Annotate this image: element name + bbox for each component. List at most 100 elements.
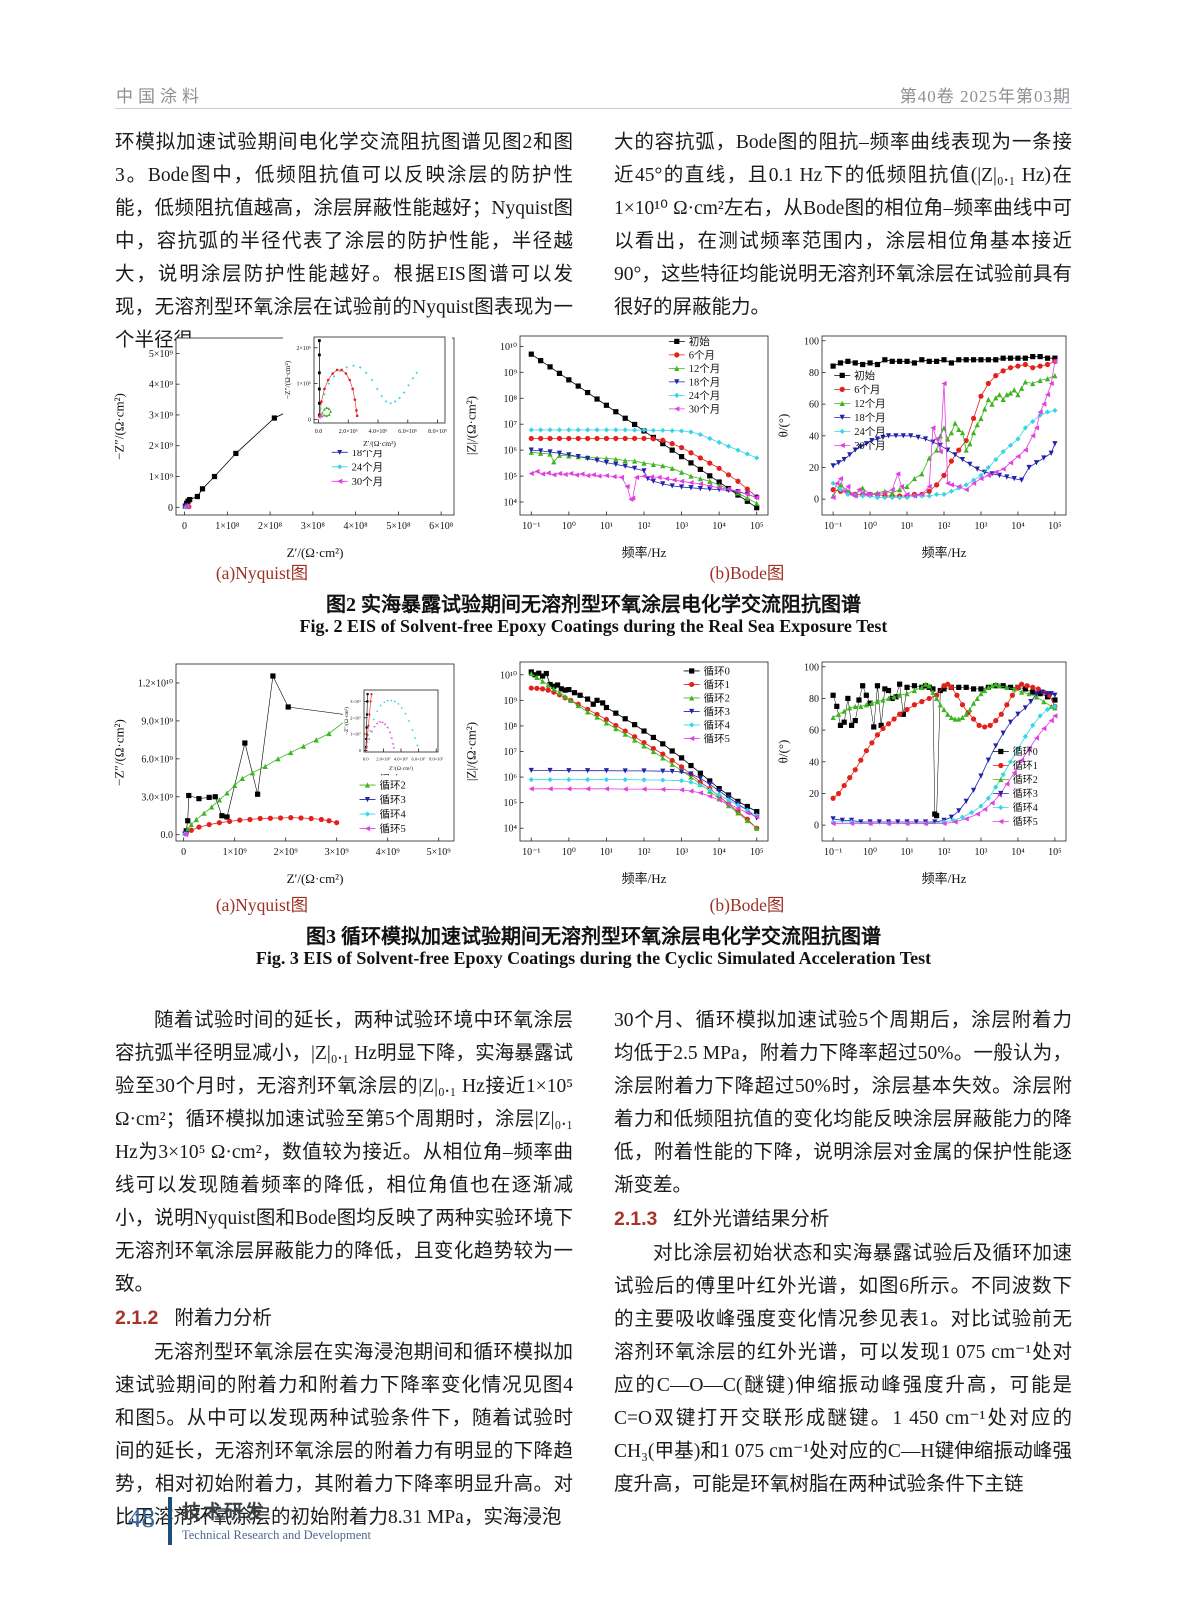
- svg-text:10¹: 10¹: [600, 847, 613, 858]
- svg-text:−Z″/(Ω·cm²): −Z″/(Ω·cm²): [283, 360, 292, 399]
- fig2-subcaption-a: (a)Nyquist图: [215, 563, 309, 583]
- section-title: 附着力分析: [174, 1308, 272, 1329]
- fig2-caption-cn: 图2 实海暴露试验期间无溶剂型环氧涂层电化学交流阻抗图谱: [326, 594, 861, 616]
- svg-text:0: 0: [182, 521, 187, 532]
- svg-text:2×10⁶: 2×10⁶: [297, 346, 311, 352]
- svg-text:60: 60: [809, 400, 819, 411]
- svg-text:6个月: 6个月: [689, 350, 715, 362]
- top-text-columns: 环模拟加速试验期间电化学交流阻抗图谱见图2和图3。Bode图中，低频阻抗值可以反…: [115, 126, 1073, 357]
- svg-text:6个月: 6个月: [854, 384, 880, 396]
- svg-text:0: 0: [814, 821, 819, 832]
- fig3-caption-cn: 图3 循环模拟加速试验期间无溶剂型环氧涂层电化学交流阻抗图谱: [306, 926, 881, 948]
- svg-text:10⁰: 10⁰: [863, 847, 877, 858]
- svg-text:10⁰: 10⁰: [562, 847, 576, 858]
- svg-text:10¹: 10¹: [901, 521, 914, 532]
- svg-text:10⁵: 10⁵: [1048, 847, 1062, 858]
- svg-text:0: 0: [359, 748, 362, 753]
- svg-text:4×10⁹: 4×10⁹: [149, 380, 174, 391]
- svg-text:4.0×10⁶: 4.0×10⁶: [369, 429, 388, 435]
- svg-text:频率/Hz: 频率/Hz: [922, 545, 967, 560]
- svg-text:|Z|/(Ω·cm²): |Z|/(Ω·cm²): [464, 722, 479, 781]
- svg-text:18个月: 18个月: [689, 377, 721, 389]
- section-heading-2-1-3: 2.1.3 红外光谱结果分析: [614, 1203, 1072, 1236]
- svg-text:−Z″/(Ω·cm²): −Z″/(Ω·cm²): [112, 719, 127, 786]
- svg-text:3×10⁸: 3×10⁸: [301, 521, 326, 532]
- paragraph: 随着试验时间的延长，两种试验环境中环氧涂层容抗弧半径明显减小，|Z|₀.₁ Hz…: [115, 1010, 573, 1295]
- svg-text:−Z″/(Ω·cm²): −Z″/(Ω·cm²): [112, 393, 127, 460]
- svg-text:循环4: 循环4: [1013, 801, 1038, 814]
- section-heading-2-1-2: 2.1.2 附着力分析: [115, 1302, 573, 1335]
- svg-text:12个月: 12个月: [854, 398, 886, 410]
- svg-text:循环0: 循环0: [704, 665, 730, 678]
- svg-text:10¹⁰: 10¹⁰: [500, 670, 517, 681]
- fig3-bode-phase-plot: 10⁻¹ 10⁰ 10¹ 10² 10³ 10⁴ 10⁵ 0 20 40 60 80 100 频率/Hz θ…: [776, 652, 1076, 887]
- fig2-subcaption-b: (b)Bode图: [709, 563, 785, 583]
- svg-text:10²: 10²: [938, 847, 951, 858]
- svg-text:循环5: 循环5: [1013, 815, 1038, 828]
- svg-text:20: 20: [809, 463, 819, 474]
- svg-text:18个月: 18个月: [854, 412, 886, 424]
- svg-text:10⁷: 10⁷: [504, 747, 518, 758]
- fig2-nyquist-inset: 0.0 2.0×10⁶ 4.0×10⁶ 6.0×10⁶ 8.0×10⁶ 0 1×10⁶ 2×1…: [283, 332, 452, 450]
- svg-text:2×10⁹: 2×10⁹: [274, 847, 299, 858]
- footer-section-cn: 技术研发: [182, 1502, 267, 1523]
- svg-text:10⁴: 10⁴: [504, 498, 518, 509]
- svg-text:频率/Hz: 频率/Hz: [922, 871, 967, 886]
- svg-text:10²: 10²: [938, 521, 951, 532]
- svg-text:24个月: 24个月: [352, 461, 384, 473]
- svg-text:1×10⁶: 1×10⁶: [297, 382, 311, 388]
- svg-text:4×10⁸: 4×10⁸: [344, 521, 369, 532]
- top-right-column: 大的容抗弧，Bode图的阻抗–频率曲线表现为一条接近45°的直线，且0.1 Hz…: [614, 126, 1072, 357]
- paragraph: 无溶剂型环氧涂层在实海浸泡期间和循环模拟加速试验期间的附着力和附着力下降率变化情…: [115, 1342, 573, 1528]
- svg-text:10⁵: 10⁵: [1048, 521, 1062, 532]
- paragraph: 对比涂层初始状态和实海暴露试验后及循环加速试验后的傅里叶红外光谱，如图6所示。不…: [614, 1243, 1072, 1495]
- svg-text:循环2: 循环2: [379, 779, 405, 792]
- figure3-charts: 0.0 2.0×10⁷ 4.0×10⁷ 6.0×10⁷ 8.0×10⁷ 0 1×10⁷ 2×1…: [112, 652, 1076, 887]
- svg-text:0: 0: [168, 503, 173, 514]
- svg-text:循环3: 循环3: [1013, 787, 1038, 800]
- svg-text:10⁴: 10⁴: [712, 521, 726, 532]
- svg-text:10³: 10³: [974, 521, 987, 532]
- section-title: 红外光谱结果分析: [673, 1209, 830, 1230]
- svg-text:Z′/(Ω·cm²): Z′/(Ω·cm²): [389, 765, 413, 772]
- svg-text:10⁴: 10⁴: [712, 847, 726, 858]
- footer-section: 技术研发 Technical Research and Development: [182, 1497, 371, 1543]
- svg-text:4×10⁹: 4×10⁹: [376, 847, 401, 858]
- svg-text:1×10⁹: 1×10⁹: [223, 847, 248, 858]
- svg-text:10⁴: 10⁴: [1011, 847, 1025, 858]
- svg-text:Z′/(Ω·cm²): Z′/(Ω·cm²): [363, 439, 396, 448]
- svg-text:0.0: 0.0: [363, 757, 369, 762]
- svg-text:10⁸: 10⁸: [504, 394, 518, 405]
- svg-text:10¹: 10¹: [901, 847, 914, 858]
- svg-text:10³: 10³: [675, 521, 688, 532]
- svg-text:6.0×10⁷: 6.0×10⁷: [412, 757, 427, 762]
- svg-text:2.0×10⁶: 2.0×10⁶: [339, 429, 358, 435]
- svg-text:4.0×10⁷: 4.0×10⁷: [394, 757, 409, 762]
- svg-text:40: 40: [809, 431, 819, 442]
- svg-text:10⁴: 10⁴: [504, 824, 518, 835]
- svg-text:10⁰: 10⁰: [863, 521, 877, 532]
- svg-text:0: 0: [181, 847, 186, 858]
- svg-text:|Z|/(Ω·cm²): |Z|/(Ω·cm²): [464, 396, 479, 455]
- svg-text:24个月: 24个月: [689, 390, 721, 402]
- svg-text:10⁵: 10⁵: [504, 472, 518, 483]
- svg-text:12个月: 12个月: [689, 363, 721, 375]
- svg-text:10³: 10³: [675, 847, 688, 858]
- bottom-right-column: 30个月、循环模拟加速试验5个周期后，涂层附着力均低于2.5 MPa，附着力下降…: [614, 1004, 1072, 1534]
- svg-text:10¹: 10¹: [600, 521, 613, 532]
- fig3-caption-en: Fig. 3 EIS of Solvent-free Epoxy Coating…: [255, 948, 932, 968]
- figure2-charts: 0.0 2.0×10⁶ 4.0×10⁶ 6.0×10⁶ 8.0×10⁶ 0 1×10⁶ 2×1…: [112, 326, 1076, 561]
- svg-text:10¹⁰: 10¹⁰: [500, 342, 517, 353]
- section-number: 2.1.3: [614, 1208, 658, 1230]
- svg-text:循环3: 循环3: [704, 705, 730, 718]
- top-left-column: 环模拟加速试验期间电化学交流阻抗图谱见图2和图3。Bode图中，低频阻抗值可以反…: [115, 126, 573, 357]
- bottom-left-column: 随着试验时间的延长，两种试验环境中环氧涂层容抗弧半径明显减小，|Z|₀.₁ Hz…: [115, 1004, 573, 1534]
- svg-text:10⁻¹: 10⁻¹: [522, 521, 540, 532]
- svg-text:10⁸: 10⁸: [504, 721, 518, 732]
- svg-text:60: 60: [809, 726, 819, 737]
- journal-issue: 第40卷 2025年第03期: [899, 87, 1071, 106]
- svg-text:30个月: 30个月: [854, 440, 886, 452]
- svg-text:10⁶: 10⁶: [504, 773, 518, 784]
- svg-text:100: 100: [804, 662, 819, 673]
